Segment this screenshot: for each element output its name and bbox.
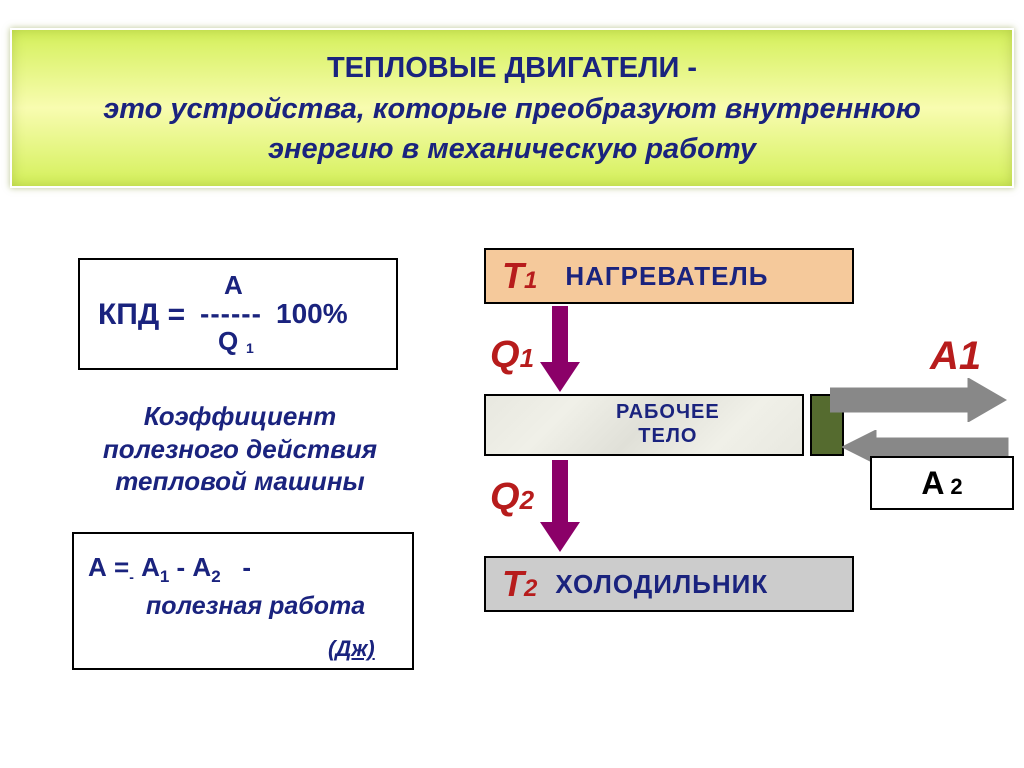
a2-box: А2 (870, 456, 1014, 510)
kpd-denom-sub: 1 (246, 340, 254, 356)
working-body-label: РАБОЧЕЕТЕЛО (616, 400, 720, 448)
title-panel: ТЕПЛОВЫЕ ДВИГАТЕЛИ - это устройства, кот… (10, 28, 1014, 188)
heater-box: Т1 НАГРЕВАТЕЛЬ (484, 248, 854, 304)
title-line-3: энергию в механическую работу (12, 129, 1012, 170)
a2-label: А2 (921, 465, 962, 502)
kpd-denom-q: Q (218, 326, 238, 357)
a1-arrow-icon (830, 378, 1008, 422)
title-line-1: ТЕПЛОВЫЕ ДВИГАТЕЛИ - (12, 48, 1012, 89)
title-line-2: это устройства, которые преобразуют внут… (12, 89, 1012, 130)
coefficient-description: Коэффициент полезного действия тепловой … (100, 400, 380, 498)
heater-label: НАГРЕВАТЕЛЬ (565, 261, 768, 292)
a1-label: А1 (930, 334, 981, 379)
kpd-label: КПД = (98, 298, 185, 332)
t2-symbol: Т2 (502, 563, 537, 605)
q1-label: Q1 (490, 334, 534, 377)
q2-label: Q2 (490, 476, 534, 519)
cooler-box: Т2 ХОЛОДИЛЬНИК (484, 556, 854, 612)
efficiency-formula-box: КПД = А ------ Q 1 100% (78, 258, 398, 370)
work-unit: (Дж) (328, 636, 375, 662)
q2-arrow-icon (540, 460, 580, 554)
t1-symbol: Т1 (502, 255, 537, 297)
kpd-percent: 100% (276, 298, 348, 330)
q1-arrow-icon (540, 306, 580, 394)
kpd-numerator: А (224, 270, 243, 301)
work-formula-box: А =- А1 - А2 - полезная работа (Дж) (72, 532, 414, 670)
cooler-label: ХОЛОДИЛЬНИК (555, 569, 768, 600)
work-formula: А =- А1 - А2 - (88, 552, 398, 587)
work-label: полезная работа (146, 591, 398, 621)
